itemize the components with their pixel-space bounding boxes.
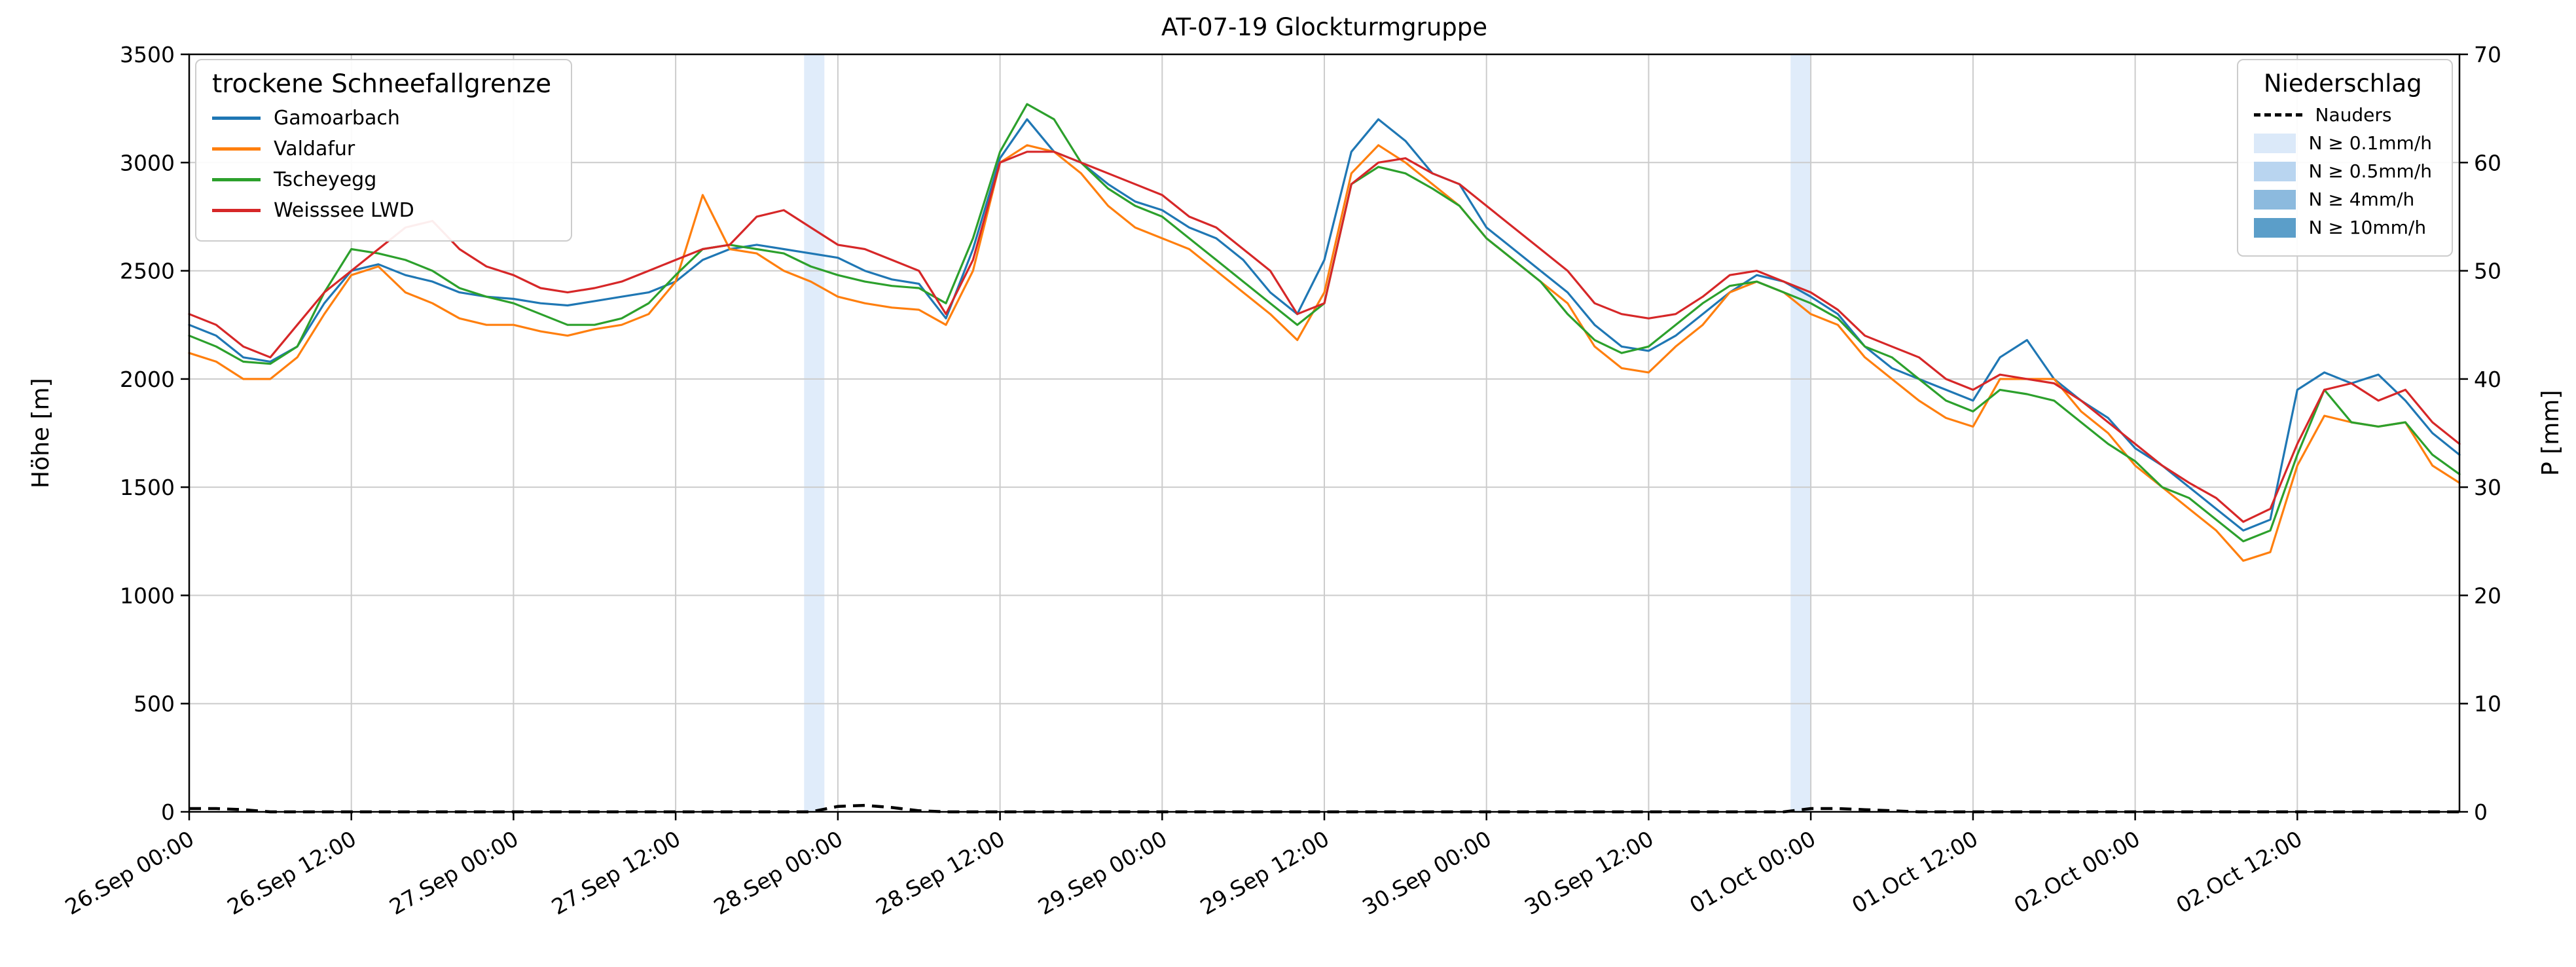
legend-snowline-title: trockene Schneefallgrenze (212, 69, 552, 99)
y-tick-label-left: 1500 (120, 475, 175, 500)
x-tick-label: 28.Sep 00:00 (710, 826, 847, 920)
legend-entry-precip-10: N ≥ 10mm/h (2253, 217, 2432, 238)
legend-entry-precip-01: N ≥ 0.1mm/h (2253, 132, 2432, 154)
legend-entry-gamoarbach: Gamoarbach (212, 107, 551, 130)
gamoarbach-line-swatch (212, 117, 261, 120)
precip-4-patch-swatch (2253, 189, 2296, 210)
y-tick-label-right: 40 (2474, 367, 2501, 392)
legend-entry-tscheyegg: Tscheyegg (212, 168, 551, 191)
x-tick-label: 28.Sep 12:00 (871, 826, 1009, 920)
chart-title: AT-07-19 Glockturmgruppe (1161, 13, 1488, 41)
legend-label-tscheyegg: Tscheyegg (274, 168, 377, 191)
legend-precip-title: Niederschlag (2263, 69, 2422, 98)
legend-entry-precip-4: N ≥ 4mm/h (2253, 189, 2432, 210)
y-tick-label-left: 0 (161, 799, 175, 825)
y-tick-label-left: 3000 (120, 150, 175, 175)
legend-label-precip-01: N ≥ 0.1mm/h (2308, 132, 2432, 154)
x-tick-label: 29.Sep 12:00 (1196, 826, 1333, 920)
y-tick-label-right: 30 (2474, 475, 2501, 500)
legend-label-precip-4: N ≥ 4mm/h (2308, 189, 2415, 210)
legend-entry-precip-05: N ≥ 0.5mm/h (2253, 160, 2432, 182)
legend-label-gamoarbach: Gamoarbach (274, 107, 400, 130)
line-weisssee-lwd (188, 151, 2461, 523)
y-tick-label-left: 2000 (120, 367, 175, 392)
valdafur-line-swatch (212, 147, 261, 151)
x-tick-label: 26.Sep 00:00 (61, 826, 198, 920)
series-lines (188, 103, 2461, 562)
x-tick-label: 27.Sep 12:00 (547, 826, 685, 920)
legend-snowline: trockene Schneefallgrenze Gamoarbach Val… (195, 59, 573, 242)
y-tick-label-right: 50 (2474, 259, 2501, 284)
y-tick-label-left: 500 (134, 691, 175, 717)
precip-band (1790, 54, 1811, 812)
x-tick-label: 02.Oct 12:00 (2171, 826, 2306, 918)
x-tick-label: 30.Sep 00:00 (1358, 826, 1495, 920)
y-tick-label-right: 0 (2474, 799, 2488, 825)
weisssee-lwd-line-swatch (212, 209, 261, 212)
x-tick-label: 01.Oct 00:00 (1685, 826, 1820, 918)
precip-bands (804, 54, 1811, 812)
x-tick-label: 02.Oct 00:00 (2010, 826, 2145, 918)
y-tick-label-left: 2500 (120, 259, 175, 284)
y-axis-label-left: Höhe [m] (27, 378, 54, 488)
x-tick-label: 27.Sep 00:00 (385, 826, 522, 920)
y-tick-label-right: 70 (2474, 42, 2501, 67)
y-tick-label-left: 3500 (120, 42, 175, 67)
legend-entry-weisssee-lwd: Weisssee LWD (212, 199, 551, 222)
legend-label-weisssee-lwd: Weisssee LWD (274, 199, 414, 222)
nauders-dashed-swatch (2253, 113, 2302, 117)
tscheyegg-line-swatch (212, 178, 261, 181)
legend-label-nauders: Nauders (2315, 104, 2392, 126)
legend-label-precip-05: N ≥ 0.5mm/h (2308, 160, 2432, 182)
precip-band (804, 54, 825, 812)
y-tick-label-right: 20 (2474, 583, 2501, 608)
x-tick-label: 26.Sep 12:00 (223, 826, 360, 920)
precip-05-patch-swatch (2253, 161, 2296, 181)
legend-entry-valdafur: Valdafur (212, 137, 551, 160)
line-valdafur (188, 144, 2461, 562)
legend-label-precip-10: N ≥ 10mm/h (2308, 217, 2427, 238)
y-tick-label-right: 60 (2474, 150, 2501, 175)
x-tick-label: 29.Sep 00:00 (1034, 826, 1171, 920)
y-tick-label-right: 10 (2474, 691, 2501, 717)
legend-label-valdafur: Valdafur (274, 137, 355, 160)
y-tick-label-left: 1000 (120, 583, 175, 608)
x-tick-label: 30.Sep 12:00 (1520, 826, 1658, 920)
y-axis-label-right: P [mm] (2537, 390, 2564, 477)
x-tick-label: 01.Oct 12:00 (1847, 826, 1982, 918)
legend-precip: Niederschlag Nauders N ≥ 0.1mm/h N ≥ 0.5… (2236, 59, 2453, 257)
precip-10-patch-swatch (2253, 217, 2296, 238)
legend-entry-nauders: Nauders (2253, 104, 2432, 126)
precip-01-patch-swatch (2253, 133, 2296, 153)
